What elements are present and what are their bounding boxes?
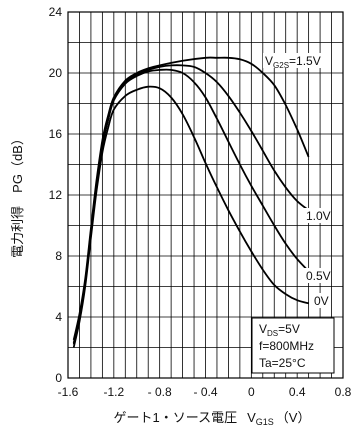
condition-vds: VDS=5V	[259, 322, 300, 338]
x-tick-label: -1.6	[58, 385, 79, 399]
condition-vds-sub: DS	[267, 329, 278, 338]
series-line-1	[72, 64, 310, 344]
series-label-0: VG2S=1.5V	[265, 54, 321, 70]
condition-temperature: Ta=25°C	[259, 356, 306, 370]
series-label-bg	[312, 293, 330, 308]
y-tick-label: 8	[55, 249, 62, 263]
x-tick-label: -1.2	[103, 385, 124, 399]
x-axis-title: ゲート1・ソース電圧 VG1S （V）	[114, 410, 311, 427]
y-tick-label: 12	[49, 188, 63, 202]
x-tick-label: - 0.8	[148, 385, 172, 399]
series-label-bg	[304, 268, 330, 283]
x-axis-title-main: ゲート1・ソース電圧	[114, 410, 238, 425]
tick-layer: 0 4 8 12 16 20 24 -1.6 -1.2 - 0.8 - 0.4 0 0.4 0.8	[49, 5, 352, 399]
y-tick-label: 0	[55, 371, 62, 385]
conditions-box-frame	[251, 317, 335, 374]
series-label-main: V	[265, 54, 273, 68]
series-label-bg	[263, 53, 331, 68]
condition-vds-main: V	[259, 322, 267, 336]
series-line-3	[72, 85, 309, 348]
label-layer: VG2S=1.5V 1.0V 0.5V 0V	[263, 53, 331, 308]
x-axis-symbol-sub: G1S	[256, 417, 274, 427]
series-line-0	[72, 56, 310, 341]
x-axis-unit: （V）	[276, 410, 311, 425]
y-tick-label: 4	[55, 310, 62, 324]
condition-frequency: f=800MHz	[259, 339, 314, 353]
x-axis-symbol: V	[247, 410, 256, 425]
curve-layer	[72, 56, 310, 348]
y-tick-label: 24	[49, 5, 63, 19]
y-axis-title: 電力利得 PG（dB）	[10, 132, 25, 258]
x-tick-label: 0.8	[335, 385, 352, 399]
series-label-bg	[304, 208, 330, 223]
series-label-1: 1.0V	[306, 209, 331, 223]
series-label-main: 0.5V	[306, 269, 331, 283]
series-label-sub: G2S	[273, 61, 289, 70]
series-label-main: 1.0V	[306, 209, 331, 223]
condition-vds-rest: =5V	[278, 322, 300, 336]
series-label-2: 0.5V	[306, 269, 331, 283]
y-tick-label: 16	[49, 127, 63, 141]
series-label-main: 0V	[314, 294, 329, 308]
x-tick-label: 0	[248, 385, 255, 399]
x-tick-label: 0.4	[289, 385, 306, 399]
x-tick-label: - 0.4	[193, 385, 217, 399]
series-label-3: 0V	[314, 294, 329, 308]
y-tick-label: 20	[49, 66, 63, 80]
conditions-box: VDS=5V f=800MHz Ta=25°C	[251, 317, 335, 374]
series-label-rest: =1.5V	[289, 54, 321, 68]
plot-frame	[67, 11, 344, 379]
